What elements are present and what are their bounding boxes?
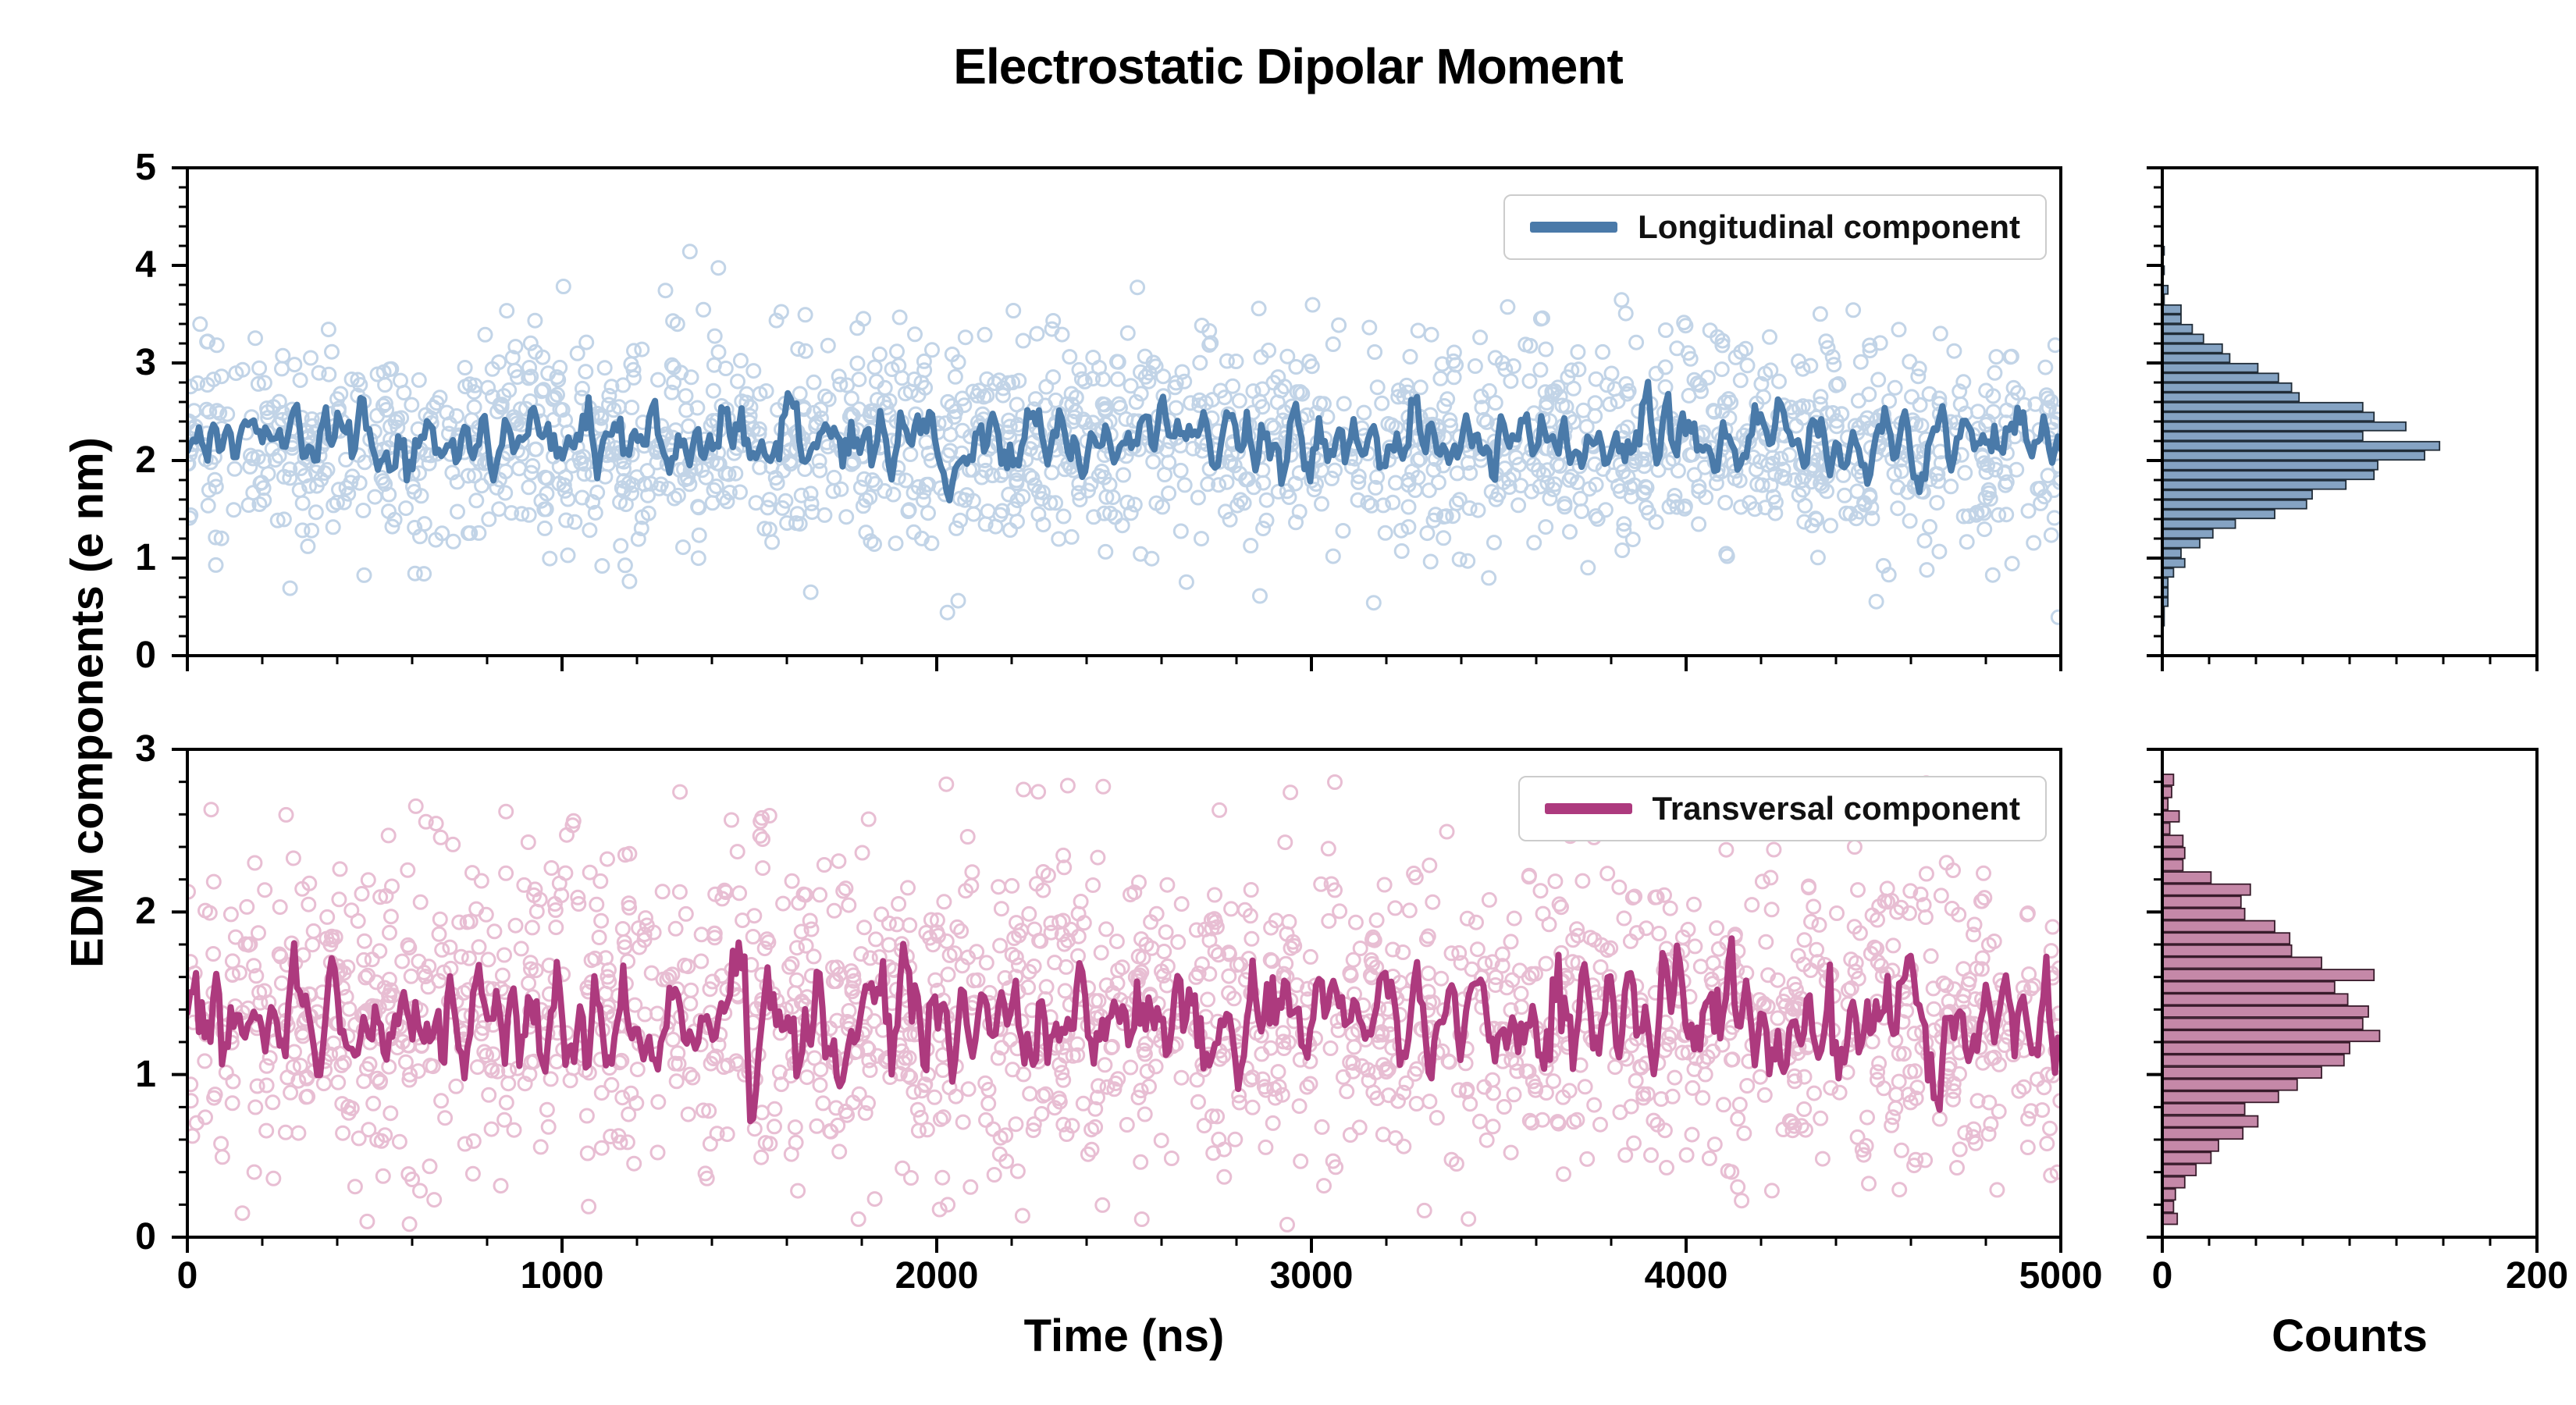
counts-axis-label: Counts (2272, 1311, 2428, 1361)
legend-transversal: Transversal component (1517, 776, 2047, 841)
x-axis-label: Time (ns) (1023, 1311, 1225, 1361)
tick-label: 0 (176, 1255, 198, 1297)
transversal-scatter-plot (172, 748, 2062, 1253)
longitudinal-histogram-plot (2147, 166, 2539, 671)
tick-label: 2000 (895, 1255, 979, 1297)
tick-label: 3 (135, 342, 156, 383)
legend-line-sample-longitudinal (1530, 222, 1618, 233)
tick-label: 2 (135, 439, 156, 481)
tick-label: 1 (135, 1053, 156, 1095)
panel-longitudinal-timeseries: Longitudinal component (172, 166, 2062, 671)
legend-label-transversal: Transversal component (1652, 790, 2021, 827)
y-axis-label: EDM components (e nm) (62, 437, 113, 968)
legend-label-longitudinal: Longitudinal component (1638, 208, 2020, 245)
panel-transversal-histogram (2147, 748, 2539, 1253)
tick-label: 1000 (520, 1255, 604, 1297)
panel-transversal-timeseries: Transversal component (172, 748, 2062, 1253)
tick-label: 1 (135, 537, 156, 578)
tick-label: 3000 (1269, 1255, 1354, 1297)
tick-label: 200 (2505, 1255, 2569, 1297)
panel-longitudinal-histogram (2147, 166, 2539, 671)
tick-label: 5000 (2019, 1255, 2103, 1297)
longitudinal-scatter-plot (172, 166, 2062, 671)
legend-line-sample-transversal (1544, 803, 1632, 814)
tick-label: 0 (135, 635, 156, 676)
tick-label: 2 (135, 891, 156, 933)
tick-label: 0 (135, 1216, 156, 1257)
tick-label: 3 (135, 728, 156, 770)
chart-title: Electrostatic Dipolar Moment (953, 38, 1624, 94)
tick-label: 4000 (1644, 1255, 1728, 1297)
tick-label: 5 (135, 147, 156, 188)
legend-longitudinal: Longitudinal component (1503, 194, 2047, 260)
tick-label: 4 (135, 244, 156, 286)
transversal-histogram-plot (2147, 748, 2539, 1253)
tick-label: 0 (2151, 1255, 2173, 1297)
